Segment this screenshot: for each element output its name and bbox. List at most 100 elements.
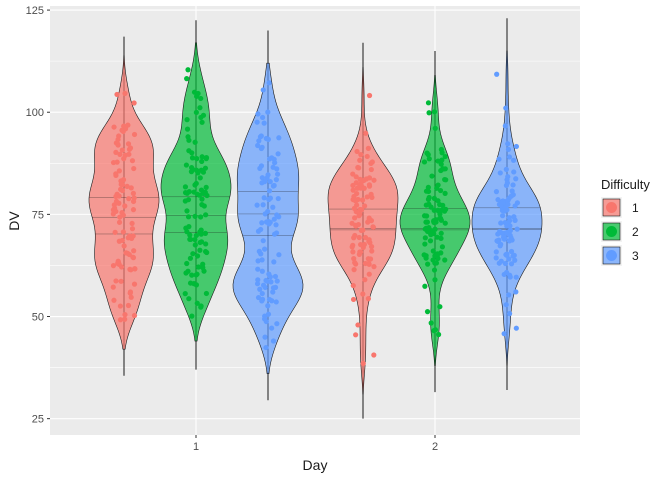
data-point bbox=[353, 332, 359, 338]
data-point bbox=[198, 187, 205, 193]
data-point bbox=[368, 191, 374, 197]
data-point bbox=[423, 219, 429, 225]
data-point bbox=[182, 198, 188, 204]
y-tick-label: 75 bbox=[32, 209, 44, 221]
data-point bbox=[202, 165, 209, 171]
data-point bbox=[193, 109, 199, 116]
data-point bbox=[193, 180, 199, 187]
data-point bbox=[185, 214, 192, 220]
data-point bbox=[119, 182, 126, 188]
data-point bbox=[203, 184, 209, 190]
data-point bbox=[259, 257, 265, 263]
data-point bbox=[198, 95, 204, 102]
data-point bbox=[261, 195, 267, 201]
data-point bbox=[131, 131, 138, 138]
data-point bbox=[504, 223, 510, 229]
data-point bbox=[271, 259, 277, 265]
data-point bbox=[185, 268, 191, 274]
data-point bbox=[266, 80, 272, 86]
data-point bbox=[351, 267, 357, 273]
data-point bbox=[361, 185, 367, 191]
data-point bbox=[511, 252, 517, 258]
data-point bbox=[273, 299, 279, 305]
data-point bbox=[260, 238, 266, 244]
data-point bbox=[276, 252, 282, 258]
data-point bbox=[366, 260, 372, 267]
legend-point-2 bbox=[606, 226, 617, 237]
data-point bbox=[255, 294, 262, 301]
data-point bbox=[430, 248, 436, 254]
data-point bbox=[187, 236, 193, 242]
data-point bbox=[126, 151, 132, 157]
data-point bbox=[269, 298, 275, 304]
data-point bbox=[369, 248, 375, 254]
data-point bbox=[199, 158, 205, 165]
data-point bbox=[435, 158, 441, 164]
data-point bbox=[182, 184, 189, 190]
data-point bbox=[255, 266, 261, 272]
data-point bbox=[191, 189, 197, 195]
y-tick-label: 25 bbox=[32, 414, 44, 426]
data-point bbox=[198, 227, 204, 233]
data-point bbox=[360, 227, 366, 233]
data-point bbox=[360, 360, 366, 367]
data-point bbox=[110, 263, 117, 269]
data-point bbox=[424, 309, 431, 315]
y-tick-label: 125 bbox=[26, 5, 44, 17]
data-point bbox=[114, 191, 120, 197]
data-point bbox=[508, 193, 515, 199]
data-point bbox=[493, 189, 500, 195]
data-point bbox=[432, 253, 438, 259]
data-point bbox=[510, 182, 516, 188]
data-point bbox=[192, 242, 198, 248]
data-point bbox=[275, 151, 281, 157]
data-point bbox=[352, 260, 358, 266]
data-point bbox=[127, 289, 134, 295]
data-point bbox=[499, 213, 506, 219]
data-point bbox=[493, 249, 499, 255]
data-point bbox=[352, 215, 358, 221]
data-point bbox=[267, 179, 273, 185]
data-point bbox=[113, 171, 119, 177]
data-point bbox=[503, 302, 509, 308]
data-point bbox=[128, 294, 134, 300]
data-point bbox=[356, 213, 362, 219]
data-point bbox=[254, 281, 261, 287]
data-point bbox=[442, 176, 448, 183]
data-point bbox=[111, 124, 117, 130]
data-point bbox=[129, 220, 135, 227]
data-point bbox=[424, 213, 430, 219]
violin-body bbox=[88, 54, 160, 350]
data-point bbox=[426, 194, 432, 201]
y-axis: 25 50 75 100 125 bbox=[26, 5, 50, 426]
data-point bbox=[193, 232, 199, 239]
data-point bbox=[422, 235, 428, 241]
data-point bbox=[350, 187, 356, 193]
data-point bbox=[113, 278, 119, 284]
data-point bbox=[203, 290, 210, 297]
data-point bbox=[131, 100, 137, 106]
data-point bbox=[254, 119, 260, 125]
data-point bbox=[371, 352, 377, 358]
data-point bbox=[513, 274, 519, 280]
data-point bbox=[513, 176, 519, 182]
data-point bbox=[122, 312, 128, 318]
data-point bbox=[131, 165, 137, 172]
data-point bbox=[197, 175, 203, 181]
data-point bbox=[505, 146, 512, 153]
data-point bbox=[121, 243, 127, 249]
data-point bbox=[119, 187, 126, 194]
data-point bbox=[199, 154, 205, 160]
data-point bbox=[117, 303, 123, 309]
data-point bbox=[259, 144, 265, 150]
data-point bbox=[204, 192, 210, 199]
x-axis-title: Day bbox=[303, 457, 328, 473]
data-point bbox=[494, 238, 500, 244]
data-point bbox=[270, 338, 277, 344]
data-point bbox=[369, 159, 375, 165]
data-point bbox=[366, 238, 372, 244]
data-point bbox=[204, 249, 210, 256]
data-point bbox=[507, 232, 513, 238]
